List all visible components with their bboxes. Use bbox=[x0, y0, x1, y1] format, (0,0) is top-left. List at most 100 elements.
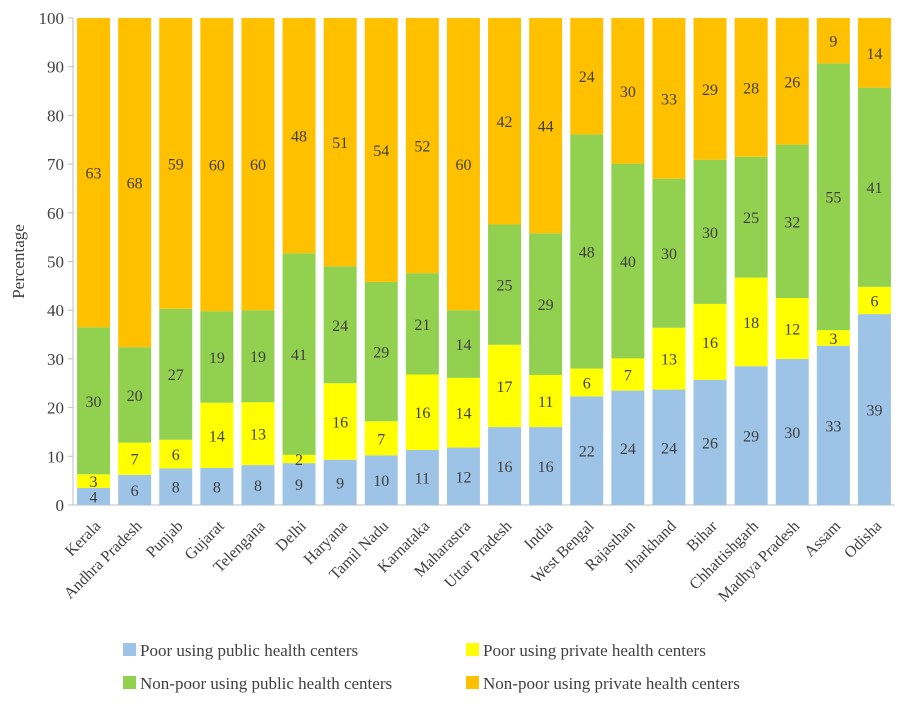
y-tick-label: 90 bbox=[47, 58, 64, 77]
category-label: Delhi bbox=[273, 517, 311, 555]
bar-segment bbox=[857, 286, 891, 315]
bar-segment bbox=[241, 402, 275, 466]
data-label: 16 bbox=[497, 459, 513, 476]
category-label: Odisha bbox=[841, 518, 885, 562]
bar-segment bbox=[446, 377, 480, 448]
y-tick-label: 40 bbox=[47, 301, 64, 320]
data-label: 24 bbox=[332, 318, 348, 335]
legend: Poor using public health centers Poor usi… bbox=[123, 641, 740, 693]
data-label: 16 bbox=[538, 459, 554, 476]
data-label: 16 bbox=[702, 335, 718, 352]
bar-segment bbox=[77, 487, 111, 505]
bar-segment bbox=[611, 358, 645, 391]
data-label: 26 bbox=[784, 74, 800, 91]
bar-segment bbox=[570, 368, 604, 397]
data-label: 51 bbox=[332, 135, 348, 152]
category-label: Bihar bbox=[684, 517, 722, 555]
data-label: 27 bbox=[168, 367, 184, 384]
data-label: 14 bbox=[455, 406, 471, 423]
data-label: 10 bbox=[373, 473, 389, 490]
bar-segment bbox=[405, 374, 439, 450]
bar-segment bbox=[816, 330, 850, 346]
y-tick-label: 20 bbox=[47, 399, 64, 418]
data-label: 14 bbox=[209, 428, 225, 445]
data-label: 21 bbox=[414, 317, 430, 334]
data-label: 17 bbox=[497, 379, 513, 396]
bars bbox=[77, 18, 891, 505]
data-label: 24 bbox=[620, 441, 636, 458]
legend-swatch bbox=[123, 643, 136, 656]
bar-segment bbox=[693, 159, 727, 304]
data-label: 42 bbox=[497, 114, 513, 131]
bar-segment bbox=[77, 327, 111, 475]
bar-segment bbox=[857, 314, 891, 505]
data-label: 8 bbox=[254, 478, 262, 495]
data-label: 9 bbox=[295, 477, 303, 494]
bar-segment bbox=[323, 459, 357, 505]
bar-segment bbox=[775, 18, 809, 145]
bar-segment bbox=[693, 379, 727, 505]
bar-segment bbox=[200, 18, 234, 312]
data-label: 6 bbox=[131, 483, 139, 500]
data-label: 40 bbox=[620, 254, 636, 271]
bar-segment bbox=[488, 344, 522, 428]
bar-segment bbox=[364, 455, 398, 505]
y-tick-label: 30 bbox=[47, 350, 64, 369]
bar-segment bbox=[118, 18, 152, 348]
data-label: 7 bbox=[377, 431, 385, 448]
y-tick-label: 80 bbox=[47, 106, 64, 125]
bar-segment bbox=[405, 273, 439, 375]
bar-segment bbox=[159, 439, 193, 469]
data-label: 9 bbox=[336, 475, 344, 492]
bar-segment bbox=[529, 427, 563, 505]
data-label: 13 bbox=[661, 352, 677, 369]
bar-segment bbox=[734, 18, 768, 157]
bar-segment bbox=[159, 18, 193, 309]
bar-segment bbox=[446, 447, 480, 505]
bar-segment bbox=[200, 467, 234, 505]
data-label: 48 bbox=[291, 129, 307, 146]
data-label: 29 bbox=[373, 345, 389, 362]
bar-segment bbox=[816, 18, 850, 64]
bar-segment bbox=[529, 374, 563, 428]
bar-segment bbox=[118, 347, 152, 443]
data-label: 11 bbox=[538, 394, 553, 411]
y-axis-title: Percentage bbox=[9, 224, 28, 299]
bar-segment bbox=[488, 18, 522, 225]
data-label: 54 bbox=[373, 143, 389, 160]
data-label: 18 bbox=[743, 315, 759, 332]
data-label: 44 bbox=[538, 119, 554, 136]
bar-segment bbox=[488, 224, 522, 345]
bar-segment bbox=[570, 134, 604, 369]
data-label: 3 bbox=[90, 474, 98, 491]
bar-segment bbox=[118, 474, 152, 505]
legend-swatch bbox=[466, 643, 479, 656]
y-tick-label: 10 bbox=[47, 447, 64, 466]
bar-segment bbox=[734, 277, 768, 367]
data-label: 8 bbox=[213, 479, 221, 496]
bar-segment bbox=[364, 18, 398, 282]
bar-segment bbox=[241, 18, 275, 311]
data-label: 30 bbox=[86, 394, 102, 411]
bar-segment bbox=[611, 390, 645, 505]
data-label: 19 bbox=[209, 350, 225, 367]
bar-segment bbox=[611, 18, 645, 164]
data-label: 24 bbox=[661, 440, 677, 457]
bar-segment bbox=[816, 63, 850, 331]
bar-segment bbox=[241, 465, 275, 505]
data-label: 30 bbox=[784, 425, 800, 442]
bar-segment bbox=[282, 454, 316, 464]
bar-segment bbox=[734, 156, 768, 278]
data-label: 9 bbox=[829, 34, 837, 51]
data-label: 20 bbox=[127, 388, 143, 405]
data-label: 33 bbox=[661, 91, 677, 108]
data-label: 41 bbox=[291, 347, 307, 364]
bar-segment bbox=[364, 421, 398, 456]
legend-swatch bbox=[466, 676, 479, 689]
data-label: 29 bbox=[702, 82, 718, 99]
bar-segment bbox=[323, 266, 357, 384]
data-label: 30 bbox=[620, 84, 636, 101]
data-label: 4 bbox=[90, 489, 98, 506]
data-label: 3 bbox=[829, 331, 837, 348]
